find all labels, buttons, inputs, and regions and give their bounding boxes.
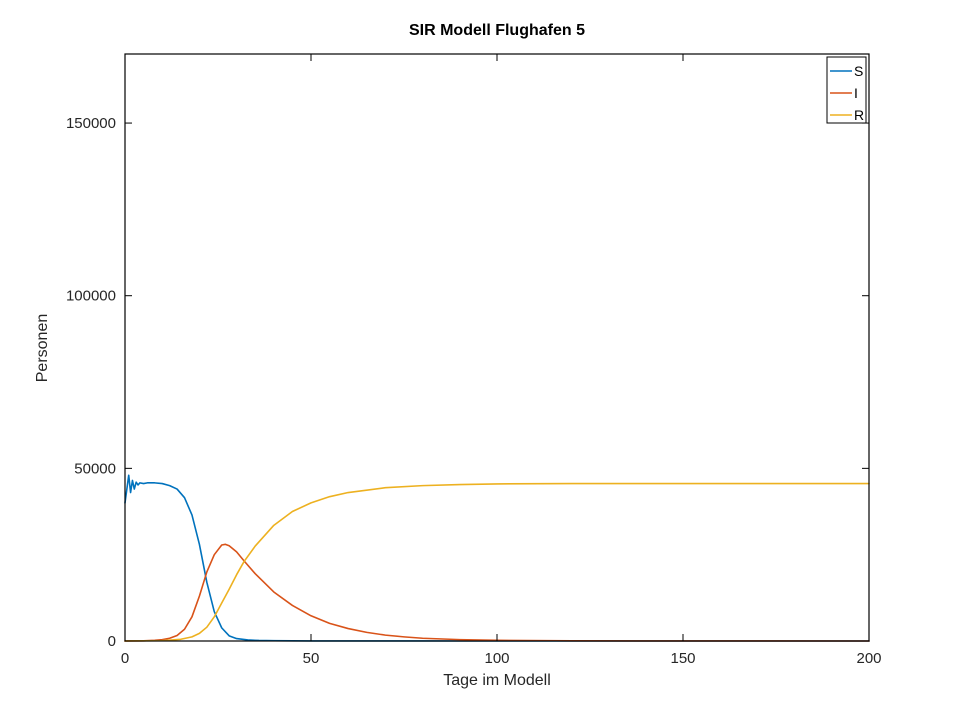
x-tick-label: 0 [121,650,129,667]
legend[interactable]: SIR [826,56,867,124]
legend-label-r: R [854,107,864,123]
series-line-i [124,543,870,642]
axis-ticks [124,54,870,642]
y-tick-label: 50000 [74,460,116,477]
x-tick-label: 100 [484,650,509,667]
series-line-r [124,482,870,642]
legend-box [826,56,867,124]
y-tick-label: 150000 [66,115,116,132]
x-tick-label: 150 [670,650,695,667]
y-axis-label: Personen [34,314,51,383]
plot-lines [124,474,870,642]
x-tick-label: 50 [303,650,320,667]
series-line-s [124,474,870,642]
x-axis-label: Tage im Modell [443,672,551,689]
legend-label-i: I [854,85,858,101]
chart-title: SIR Modell Flughafen 5 [409,22,585,39]
axis-tick-labels: 0 50 100 150 200 0 50000 100000 150000 [66,115,882,667]
legend-label-s: S [854,63,863,79]
y-tick-label: 0 [108,633,116,650]
y-tick-label: 100000 [66,288,116,305]
x-tick-label: 200 [856,650,881,667]
